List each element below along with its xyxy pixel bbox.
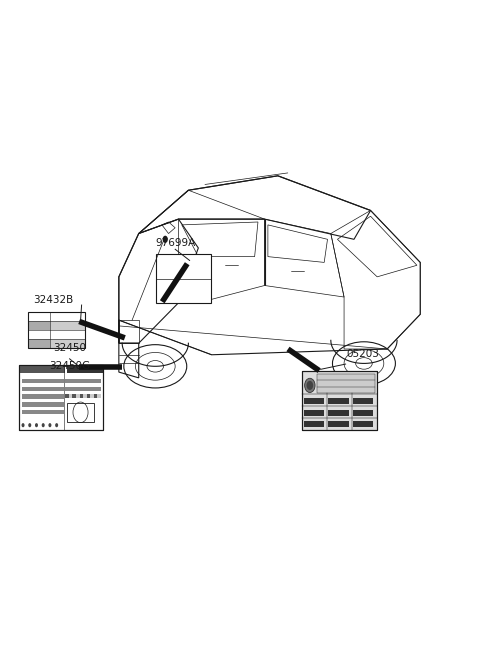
Text: 32450: 32450 [53, 343, 86, 353]
Bar [22, 379, 63, 383]
Bar [19, 365, 103, 430]
Bar [72, 394, 76, 398]
Bar [83, 394, 86, 398]
Bar [22, 386, 63, 391]
Bar [328, 410, 348, 416]
Bar [65, 379, 101, 383]
Bar [76, 394, 80, 398]
Bar [28, 338, 85, 348]
Bar [22, 394, 63, 399]
Bar [156, 254, 211, 303]
Bar [67, 403, 94, 422]
Bar [28, 312, 85, 348]
Circle shape [42, 423, 45, 427]
Text: 97699A: 97699A [155, 238, 195, 248]
Circle shape [307, 381, 313, 390]
Bar [67, 365, 103, 373]
Circle shape [35, 423, 38, 427]
Bar [22, 402, 63, 407]
Bar [90, 394, 94, 398]
Bar [304, 398, 324, 404]
Bar [28, 330, 85, 338]
Text: 32450G: 32450G [49, 361, 90, 371]
Bar [80, 394, 83, 398]
Circle shape [305, 379, 315, 392]
Circle shape [28, 423, 31, 427]
Bar [94, 394, 97, 398]
Text: 32432B: 32432B [34, 295, 74, 305]
Bar [86, 394, 90, 398]
Bar [317, 373, 374, 393]
Bar [69, 394, 72, 398]
Bar [65, 386, 101, 391]
Circle shape [22, 423, 24, 427]
Bar [353, 398, 373, 404]
Circle shape [163, 236, 168, 243]
Bar [353, 410, 373, 416]
Bar [304, 421, 324, 427]
Text: 05203: 05203 [346, 350, 379, 359]
Bar [302, 371, 377, 430]
Bar [22, 410, 63, 414]
Bar [328, 421, 348, 427]
Bar [19, 365, 103, 430]
Bar [304, 410, 324, 416]
Bar [97, 394, 101, 398]
Bar [28, 338, 50, 348]
Bar [28, 321, 85, 329]
Circle shape [48, 423, 51, 427]
Circle shape [55, 423, 58, 427]
Bar [19, 365, 65, 373]
Bar [328, 398, 348, 404]
Bar [302, 371, 377, 430]
Bar [28, 312, 85, 321]
Bar [353, 421, 373, 427]
Bar [28, 321, 50, 329]
Bar [65, 394, 69, 398]
